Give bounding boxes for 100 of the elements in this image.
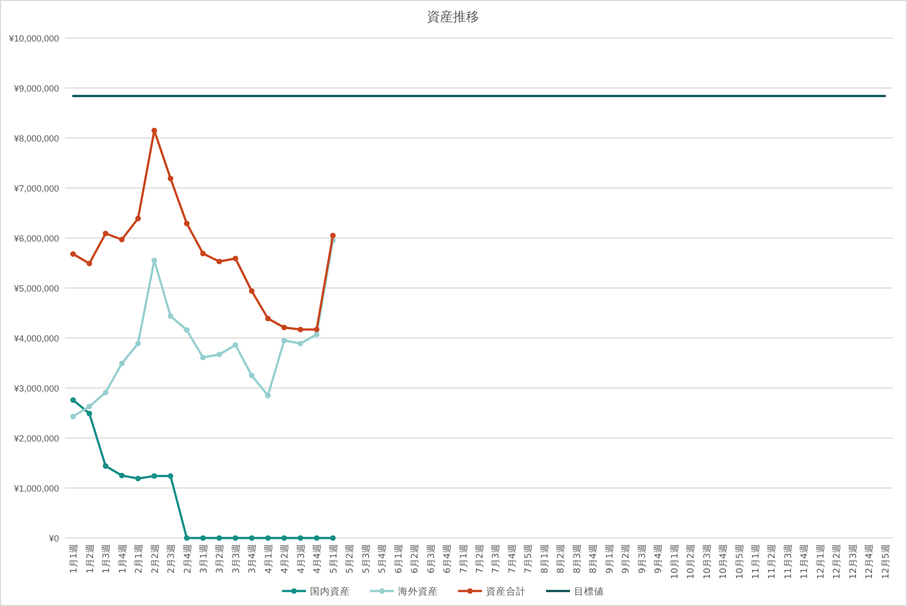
point	[330, 535, 336, 541]
point	[281, 535, 287, 541]
point	[168, 313, 174, 319]
x-tick-label: 10月2週	[686, 544, 697, 580]
x-tick-label: 7月5週	[523, 544, 534, 574]
point	[232, 535, 238, 541]
x-tick-label: 5月1週	[328, 544, 340, 574]
point	[135, 340, 141, 346]
x-tick-label: 8月4週	[588, 544, 600, 574]
point	[184, 327, 190, 333]
point	[184, 535, 190, 541]
x-tick-label: 9月1週	[604, 544, 616, 574]
point	[281, 324, 287, 330]
point	[265, 392, 271, 398]
x-tick-label: 4月3週	[296, 544, 307, 574]
point	[70, 414, 76, 420]
x-tick-label: 5月4週	[377, 544, 388, 574]
point	[248, 288, 255, 294]
x-tick-label: 12月2週	[832, 544, 843, 580]
point	[216, 352, 222, 358]
point	[102, 463, 108, 469]
x-tick-label: 10月5週	[734, 544, 746, 580]
x-tick-label: 1月4週	[117, 544, 128, 574]
x-tick-label: 1月1週	[68, 544, 80, 574]
point	[86, 410, 92, 416]
x-tick-label: 1月2週	[84, 544, 96, 574]
point	[281, 338, 287, 344]
x-tick-label: 11月1週	[750, 544, 762, 580]
y-tick-label: ¥10,000,000	[8, 34, 59, 44]
y-tick-label: ¥8,000,000	[12, 134, 59, 144]
point	[314, 332, 320, 338]
x-tick-label: 4月1週	[263, 544, 274, 574]
point	[119, 472, 125, 478]
x-tick-label: 8月2週	[556, 544, 567, 574]
legend-label: 目標値	[574, 586, 604, 598]
legend-label: 国内資産	[310, 586, 350, 598]
point	[265, 535, 271, 541]
point	[135, 476, 141, 482]
x-tick-label: 2月2週	[150, 544, 161, 574]
x-tick-label: 7月2週	[474, 544, 486, 574]
point	[135, 216, 141, 222]
x-tick-label: 6月3週	[426, 544, 437, 574]
x-tick-label: 2月4週	[182, 544, 194, 574]
x-tick-label: 12月5週	[880, 544, 892, 580]
x-tick-label: 5月3週	[360, 544, 372, 574]
point	[200, 250, 206, 256]
point	[151, 258, 158, 264]
point	[298, 326, 304, 332]
point	[314, 326, 320, 332]
y-tick-label: ¥0	[48, 534, 59, 544]
legend-label: 資産合計	[486, 586, 526, 598]
point	[265, 316, 271, 322]
x-tick-label: 7月1週	[458, 544, 470, 574]
x-tick-label: 6月4週	[442, 544, 454, 574]
point	[248, 372, 255, 378]
x-tick-label: 9月2週	[620, 544, 632, 574]
x-tick-label: 11月4週	[799, 544, 810, 580]
point	[151, 473, 158, 479]
x-tick-label: 10月3週	[702, 544, 713, 580]
x-tick-label: 6月2週	[410, 544, 421, 574]
point	[200, 535, 206, 541]
y-tick-label: ¥6,000,000	[12, 234, 59, 244]
x-tick-label: 4月4週	[312, 544, 324, 574]
point	[298, 535, 304, 541]
point	[70, 251, 76, 257]
x-tick-label: 2月1週	[134, 544, 145, 574]
x-tick-label: 3月3週	[230, 544, 242, 574]
y-tick-label: ¥2,000,000	[12, 434, 59, 444]
point	[168, 473, 174, 479]
x-tick-label: 12月3週	[848, 544, 859, 580]
x-tick-label: 11月3週	[782, 544, 794, 580]
point	[216, 258, 222, 264]
point	[86, 260, 92, 266]
x-tick-label: 3月1週	[198, 544, 210, 574]
x-tick-label: 7月3週	[490, 544, 502, 574]
x-tick-label: 8月3週	[572, 544, 583, 574]
x-tick-label: 9月3週	[636, 544, 648, 574]
x-tick-label: 3月4週	[247, 544, 258, 574]
x-tick-label: 1月3週	[101, 544, 112, 574]
point	[151, 128, 158, 134]
point	[119, 236, 125, 242]
point	[168, 176, 174, 182]
x-tick-label: 10月1週	[669, 544, 680, 580]
x-tick-label: 7月4週	[506, 544, 518, 574]
y-tick-label: ¥4,000,000	[12, 334, 59, 344]
x-tick-label: 2月3週	[166, 544, 178, 574]
point	[232, 256, 238, 262]
y-tick-label: ¥1,000,000	[12, 484, 59, 494]
x-tick-label: 10月4週	[718, 544, 730, 580]
legend-label: 海外資産	[398, 586, 438, 598]
y-tick-label: ¥5,000,000	[12, 284, 59, 294]
point	[232, 342, 238, 348]
chart-title: 資産推移	[427, 9, 479, 25]
point	[102, 390, 108, 396]
point	[119, 360, 125, 366]
point	[314, 535, 320, 541]
x-tick-label: 8月1週	[539, 544, 550, 574]
y-tick-label: ¥3,000,000	[12, 384, 59, 394]
point	[216, 535, 222, 541]
x-tick-label: 9月4週	[653, 544, 664, 574]
